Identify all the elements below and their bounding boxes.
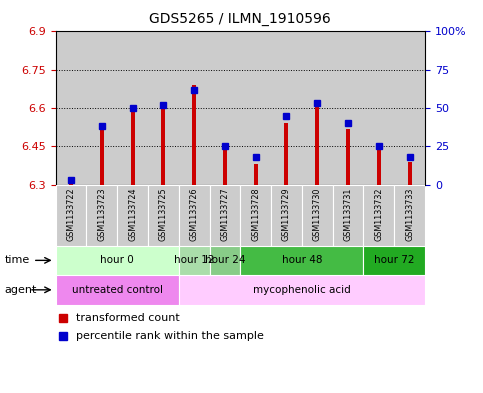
Text: GSM1133723: GSM1133723 (97, 188, 106, 241)
Text: time: time (5, 255, 30, 265)
Bar (333, 185, 364, 246)
Bar (192, 85, 196, 185)
Text: agent: agent (5, 285, 37, 295)
Text: hour 72: hour 72 (374, 255, 414, 265)
Bar (377, 146, 381, 185)
Bar (315, 103, 319, 185)
Bar (117, 185, 148, 246)
Bar (346, 129, 350, 185)
Text: hour 0: hour 0 (100, 255, 134, 265)
Text: transformed count: transformed count (76, 313, 180, 323)
Text: GSM1133729: GSM1133729 (282, 188, 291, 241)
Text: hour 12: hour 12 (174, 255, 214, 265)
Bar (240, 246, 364, 275)
Text: GSM1133724: GSM1133724 (128, 188, 137, 241)
Bar (179, 246, 210, 275)
Text: GSM1133728: GSM1133728 (251, 188, 260, 241)
Bar (148, 31, 179, 185)
Bar (56, 31, 86, 185)
Text: GDS5265 / ILMN_1910596: GDS5265 / ILMN_1910596 (149, 12, 331, 26)
Bar (130, 108, 135, 185)
Bar (254, 164, 258, 185)
Bar (69, 182, 73, 185)
Bar (161, 103, 165, 185)
Bar (56, 246, 179, 275)
Bar (179, 275, 425, 305)
Text: GSM1133730: GSM1133730 (313, 188, 322, 241)
Bar (56, 275, 179, 305)
Bar (364, 31, 394, 185)
Bar (284, 123, 288, 185)
Bar (394, 31, 425, 185)
Bar (148, 185, 179, 246)
Text: GSM1133731: GSM1133731 (343, 188, 353, 241)
Text: hour 24: hour 24 (205, 255, 245, 265)
Bar (333, 31, 364, 185)
Bar (240, 185, 271, 246)
Bar (302, 185, 333, 246)
Bar (408, 162, 412, 185)
Text: mycophenolic acid: mycophenolic acid (253, 285, 351, 295)
Bar (99, 126, 104, 185)
Bar (179, 31, 210, 185)
Bar (271, 31, 302, 185)
Bar (179, 185, 210, 246)
Bar (364, 246, 425, 275)
Text: GSM1133722: GSM1133722 (67, 188, 75, 241)
Text: GSM1133726: GSM1133726 (190, 188, 199, 241)
Text: GSM1133732: GSM1133732 (374, 188, 384, 241)
Text: GSM1133733: GSM1133733 (405, 188, 414, 241)
Bar (394, 185, 425, 246)
Text: GSM1133727: GSM1133727 (220, 188, 229, 241)
Text: hour 48: hour 48 (282, 255, 322, 265)
Text: GSM1133725: GSM1133725 (159, 188, 168, 241)
Bar (210, 185, 240, 246)
Bar (117, 31, 148, 185)
Bar (302, 31, 333, 185)
Bar (271, 185, 302, 246)
Bar (86, 185, 117, 246)
Bar (223, 146, 227, 185)
Text: percentile rank within the sample: percentile rank within the sample (76, 331, 264, 341)
Bar (210, 31, 240, 185)
Bar (86, 31, 117, 185)
Bar (210, 246, 240, 275)
Text: untreated control: untreated control (71, 285, 163, 295)
Bar (56, 185, 86, 246)
Bar (240, 31, 271, 185)
Bar (364, 185, 394, 246)
